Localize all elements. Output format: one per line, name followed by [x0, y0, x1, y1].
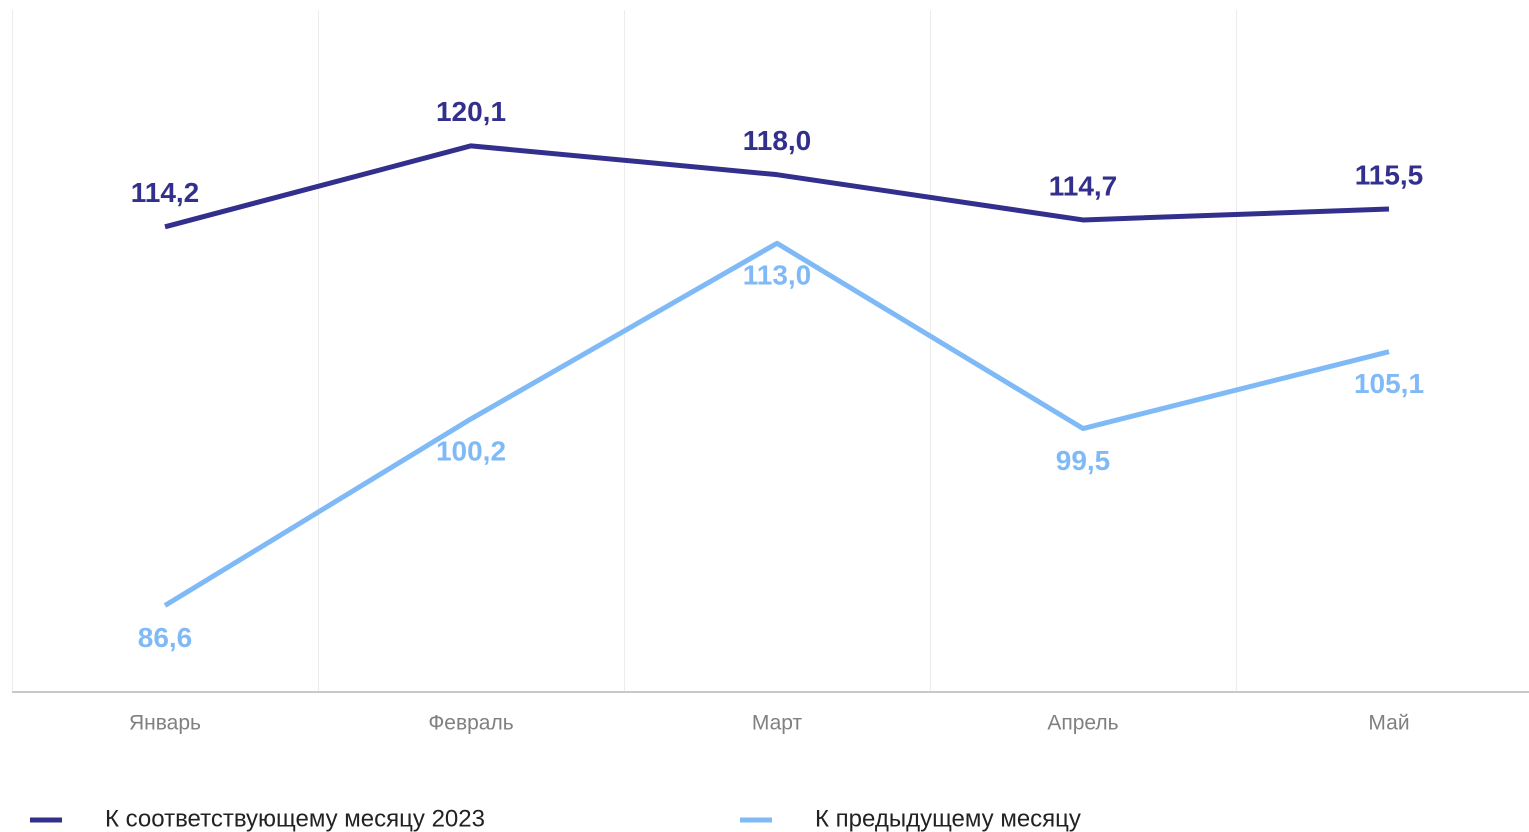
data-label: 105,1: [1354, 368, 1424, 399]
data-label: 114,2: [131, 177, 200, 208]
legend-label: К соответствующему месяцу 2023: [105, 805, 485, 832]
data-label: 120,1: [436, 96, 506, 127]
x-tick-label: Февраль: [428, 712, 513, 735]
legend-label: К предыдущему месяцу: [815, 805, 1081, 832]
x-tick-label: Январь: [129, 712, 201, 735]
data-label: 100,2: [436, 435, 506, 466]
x-tick-label: Май: [1368, 712, 1409, 735]
x-tick-label: Март: [752, 712, 803, 735]
data-label: 115,5: [1355, 159, 1424, 190]
x-tick-label: Апрель: [1047, 712, 1118, 735]
line: [163, 240, 1390, 608]
data-label: 118,0: [743, 125, 812, 156]
data-label: 86,6: [138, 622, 193, 653]
line: [164, 143, 1390, 230]
data-label: 99,5: [1056, 445, 1111, 476]
data-label: 114,7: [1049, 170, 1118, 201]
grid: [12, 10, 1237, 692]
data-label: 113,0: [743, 260, 812, 291]
